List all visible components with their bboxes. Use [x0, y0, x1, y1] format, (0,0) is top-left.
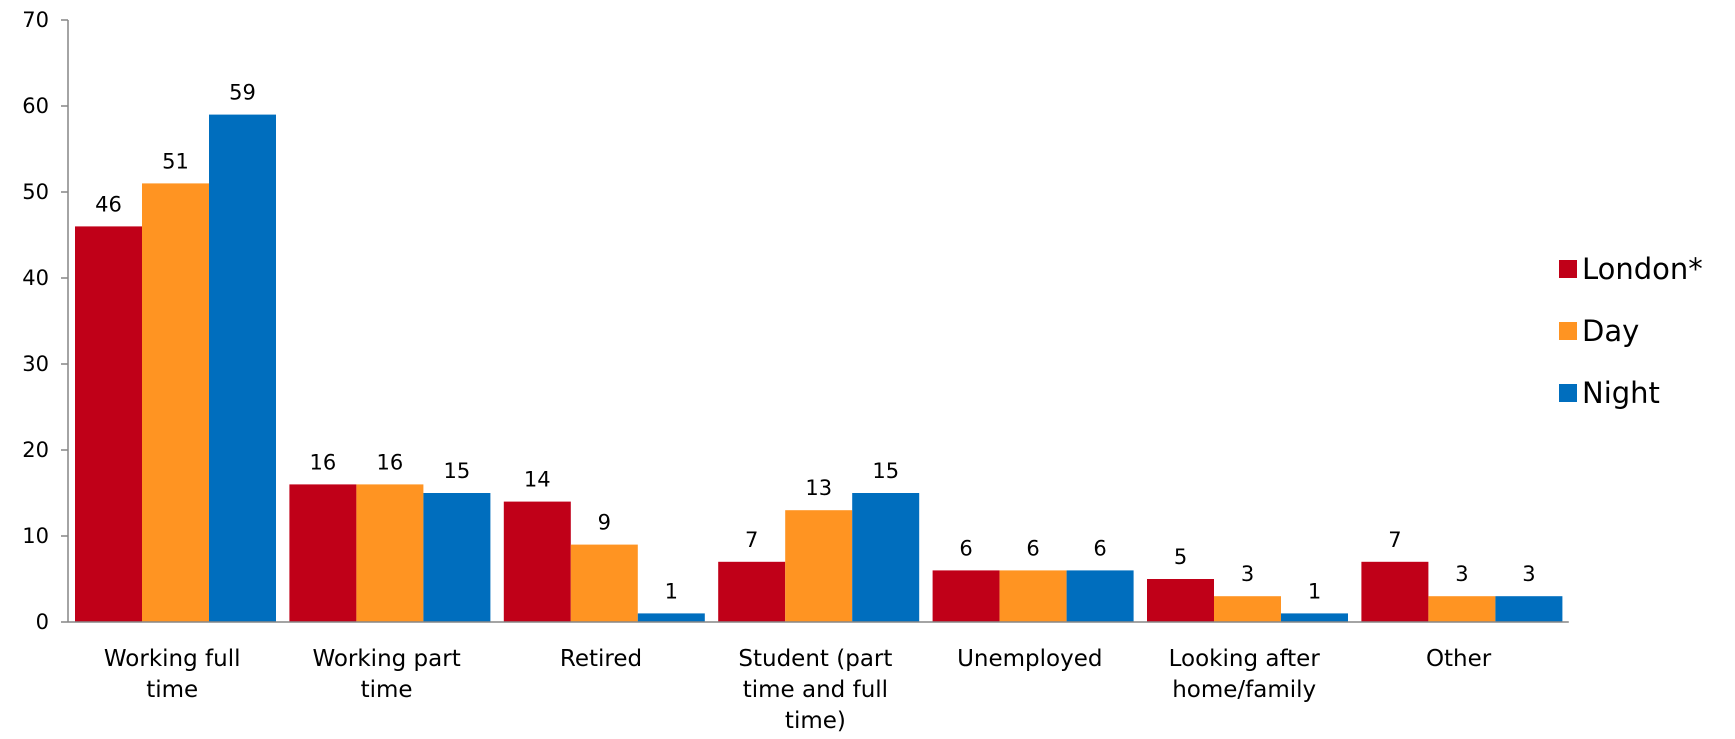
- data-label: 51: [162, 149, 189, 173]
- y-tick-label: 50: [22, 180, 49, 204]
- data-label: 3: [1522, 562, 1535, 586]
- bar-london: [1361, 561, 1429, 622]
- x-tick-label: Retired: [560, 646, 642, 672]
- data-label: 16: [310, 450, 337, 474]
- y-tick-label: 0: [36, 610, 49, 634]
- bars: [75, 114, 1563, 622]
- bar-london: [503, 501, 571, 622]
- x-tick-label-line: Student (part: [738, 646, 892, 672]
- y-tick-label: 10: [22, 524, 49, 548]
- data-label: 46: [95, 192, 122, 216]
- data-label: 6: [1026, 536, 1039, 560]
- bar-night: [1495, 596, 1563, 622]
- data-label: 9: [598, 511, 611, 535]
- y-tick-label: 40: [22, 266, 49, 290]
- x-tick-label-line: Working full: [104, 646, 241, 672]
- x-tick-label-line: time: [146, 677, 198, 703]
- bar-day: [142, 183, 209, 622]
- x-tick-label: Working part time: [312, 646, 460, 703]
- bar-night: [423, 493, 491, 622]
- bar-day: [570, 544, 638, 622]
- bar-day: [1428, 596, 1496, 622]
- legend: London* Day Night: [1559, 252, 1703, 410]
- bar-london: [289, 484, 357, 622]
- data-label: 6: [959, 536, 972, 560]
- bar-london: [718, 561, 786, 622]
- bar-day: [999, 570, 1067, 622]
- x-tick-label-line: time: [361, 677, 413, 703]
- y-tick-label: 60: [22, 94, 49, 118]
- y-tick-label: 70: [22, 8, 49, 32]
- x-tick-label-line: time): [785, 708, 846, 734]
- bar-night: [1281, 613, 1348, 622]
- x-tick-label-line: Working part: [312, 646, 460, 672]
- bar-night: [852, 493, 920, 622]
- x-tick-label-line: time and full: [743, 677, 888, 703]
- bar-day: [1214, 596, 1281, 622]
- x-tick-label: Student (part time and full time): [738, 646, 892, 734]
- x-axis: Working full time Working part time Retired S…: [68, 621, 1569, 734]
- x-tick-label-line: Other: [1426, 646, 1492, 672]
- data-label: 3: [1455, 562, 1468, 586]
- bar-london: [75, 226, 142, 622]
- data-label: 1: [665, 579, 678, 603]
- legend-label: London*: [1582, 252, 1703, 286]
- data-label: 16: [377, 450, 404, 474]
- x-tick-label-line: home/family: [1172, 677, 1316, 703]
- data-label: 15: [872, 459, 899, 483]
- data-label: 15: [444, 459, 471, 483]
- data-label: 5: [1174, 545, 1187, 569]
- data-label: 3: [1241, 562, 1254, 586]
- data-label: 7: [1388, 528, 1401, 552]
- legend-label: Night: [1582, 376, 1660, 410]
- data-label: 14: [524, 468, 551, 492]
- bar-night: [1066, 570, 1134, 622]
- y-axis: 0 10 20 30 40 50 60 70: [22, 8, 69, 634]
- x-tick-label-line: Looking after: [1169, 646, 1321, 672]
- data-label: 13: [805, 476, 832, 500]
- legend-label: Day: [1582, 314, 1639, 348]
- data-label: 6: [1093, 536, 1106, 560]
- y-tick-label: 20: [22, 438, 49, 462]
- data-labels: 46 51 59 16 16 15 14 9 1 7 13 15 6 6 6 5 3 1 7 3 3: [95, 81, 1535, 604]
- x-tick-label: Other: [1426, 646, 1492, 672]
- bar-night: [209, 114, 276, 622]
- data-label: 7: [745, 528, 758, 552]
- legend-swatch: [1559, 384, 1577, 402]
- x-tick-label: Unemployed: [957, 646, 1102, 672]
- bar-london: [932, 570, 1000, 622]
- x-tick-label: Working full time: [104, 646, 241, 703]
- bar-day: [785, 510, 853, 622]
- legend-swatch: [1559, 260, 1577, 278]
- bar-london: [1147, 579, 1214, 622]
- x-tick-label-line: Unemployed: [957, 646, 1102, 672]
- data-label: 1: [1308, 579, 1321, 603]
- x-tick-label-line: Retired: [560, 646, 642, 672]
- data-label: 59: [229, 81, 256, 105]
- x-tick-label: Looking after home/family: [1169, 646, 1321, 703]
- y-tick-label: 30: [22, 352, 49, 376]
- legend-swatch: [1559, 322, 1577, 340]
- bar-night: [637, 613, 705, 622]
- bar-day: [356, 484, 424, 622]
